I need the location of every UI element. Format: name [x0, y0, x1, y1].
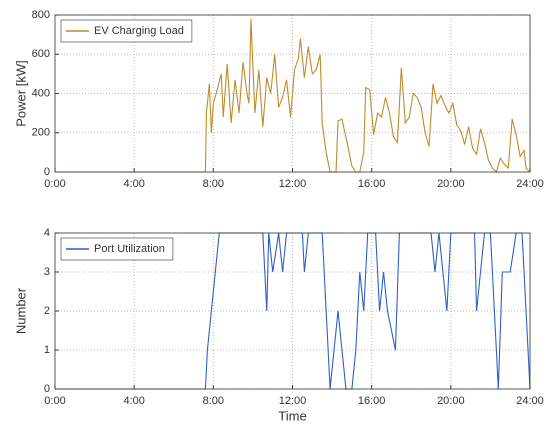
y-tick-label: 3	[44, 266, 50, 278]
x-tick-label: 24:00	[516, 178, 544, 190]
x-tick-label: 12:00	[279, 395, 307, 407]
legend-label: Port Utilization	[94, 243, 165, 255]
x-tick-label: 24:00	[516, 395, 544, 407]
x-tick-label: 16:00	[358, 178, 386, 190]
x-tick-label: 20:00	[437, 178, 465, 190]
y-tick-label: 400	[32, 87, 50, 99]
y-tick-label: 800	[32, 9, 50, 21]
y-tick-label: 2	[44, 305, 50, 317]
y-tick-label: 0	[44, 166, 50, 178]
x-tick-label: 0:00	[44, 178, 65, 190]
legend-box	[60, 237, 174, 261]
x-axis-label: Time	[278, 408, 306, 423]
x-tick-label: 0:00	[44, 395, 65, 407]
x-tick-label: 8:00	[203, 178, 224, 190]
y-axis-label: Number	[13, 287, 28, 334]
x-tick-label: 4:00	[123, 395, 144, 407]
legend-box	[60, 19, 193, 43]
legend: EV Charging Load	[60, 19, 193, 43]
y-tick-label: 600	[32, 48, 50, 60]
x-tick-label: 12:00	[279, 178, 307, 190]
x-tick-label: 20:00	[437, 395, 465, 407]
legend-label: EV Charging Load	[94, 25, 184, 37]
axes-box	[54, 232, 531, 390]
y-tick-label: 1	[44, 344, 50, 356]
legend: Port Utilization	[60, 237, 174, 261]
axes-box	[54, 14, 531, 173]
y-axis-label: Power [kW]	[13, 60, 28, 126]
y-tick-label: 200	[32, 127, 50, 139]
y-tick-label: 0	[44, 383, 50, 395]
x-tick-label: 16:00	[358, 395, 386, 407]
x-tick-label: 8:00	[203, 395, 224, 407]
y-tick-label: 4	[44, 227, 50, 239]
x-tick-label: 4:00	[123, 178, 144, 190]
